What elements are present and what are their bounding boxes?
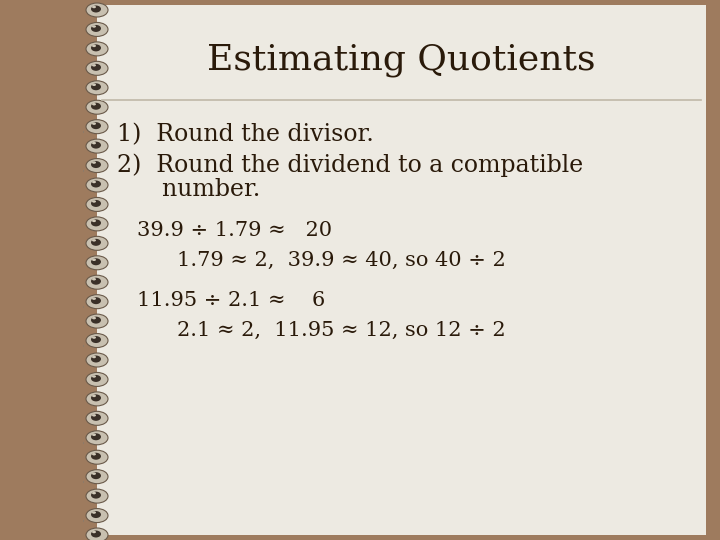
Ellipse shape [91,200,101,207]
Ellipse shape [86,373,108,387]
Text: 2.1 ≈ 2,  11.95 ≈ 12, so 12 ÷ 2: 2.1 ≈ 2, 11.95 ≈ 12, so 12 ÷ 2 [177,321,506,340]
Ellipse shape [91,453,101,460]
Ellipse shape [86,450,108,464]
Text: 2)  Round the dividend to a compatible: 2) Round the dividend to a compatible [117,153,583,177]
Bar [97,5,706,535]
Ellipse shape [86,23,108,36]
Ellipse shape [92,123,96,125]
Ellipse shape [92,200,96,202]
Ellipse shape [92,492,96,494]
Ellipse shape [91,297,101,304]
Ellipse shape [91,103,101,110]
Ellipse shape [86,353,108,367]
Ellipse shape [86,334,108,348]
Ellipse shape [86,62,108,76]
Ellipse shape [86,178,108,192]
Ellipse shape [92,317,96,319]
Ellipse shape [86,392,108,406]
Ellipse shape [91,83,101,90]
Ellipse shape [92,181,96,183]
Ellipse shape [86,489,108,503]
Ellipse shape [91,491,101,498]
Text: Estimating Quotients: Estimating Quotients [207,43,595,77]
Ellipse shape [91,278,101,285]
Ellipse shape [92,259,96,261]
Ellipse shape [92,278,96,280]
Ellipse shape [92,84,96,86]
Ellipse shape [92,64,96,66]
Ellipse shape [86,159,108,173]
Ellipse shape [92,472,96,475]
Ellipse shape [91,414,101,421]
Ellipse shape [92,395,96,397]
Ellipse shape [92,414,96,416]
Ellipse shape [86,314,108,328]
Text: 11.95 ÷ 2.1 ≈    6: 11.95 ÷ 2.1 ≈ 6 [138,291,325,309]
Ellipse shape [92,25,96,28]
Ellipse shape [91,44,101,51]
Ellipse shape [91,511,101,518]
Ellipse shape [92,45,96,47]
Text: 1)  Round the divisor.: 1) Round the divisor. [117,124,374,146]
Ellipse shape [91,375,101,382]
Text: 1.79 ≈ 2,  39.9 ≈ 40, so 40 ÷ 2: 1.79 ≈ 2, 39.9 ≈ 40, so 40 ÷ 2 [177,251,506,269]
Ellipse shape [92,511,96,514]
Ellipse shape [91,316,101,323]
Ellipse shape [92,239,96,241]
Ellipse shape [91,239,101,246]
Ellipse shape [92,375,96,377]
Ellipse shape [91,25,101,32]
Ellipse shape [86,100,108,114]
Ellipse shape [86,217,108,231]
Ellipse shape [92,336,96,339]
Text: number.: number. [117,179,261,201]
Ellipse shape [86,411,108,426]
Ellipse shape [91,355,101,362]
Ellipse shape [92,356,96,358]
Ellipse shape [91,433,101,440]
Ellipse shape [91,530,101,537]
Ellipse shape [91,394,101,401]
Ellipse shape [92,142,96,144]
Ellipse shape [91,5,101,12]
Ellipse shape [92,220,96,222]
Ellipse shape [91,336,101,343]
Ellipse shape [91,472,101,479]
Ellipse shape [91,122,101,129]
Ellipse shape [86,237,108,251]
Ellipse shape [86,295,108,309]
Ellipse shape [86,120,108,134]
Ellipse shape [91,180,101,187]
Ellipse shape [86,256,108,270]
Ellipse shape [86,198,108,212]
Ellipse shape [86,528,108,540]
Ellipse shape [91,258,101,265]
Ellipse shape [86,470,108,484]
Ellipse shape [91,141,101,149]
Text: 39.9 ÷ 1.79 ≈   20: 39.9 ÷ 1.79 ≈ 20 [138,220,333,240]
Ellipse shape [92,161,96,164]
Ellipse shape [92,6,96,8]
Ellipse shape [92,434,96,436]
Ellipse shape [92,453,96,455]
Ellipse shape [86,431,108,445]
Ellipse shape [86,3,108,17]
Ellipse shape [86,42,108,56]
Ellipse shape [91,64,101,71]
Ellipse shape [91,219,101,226]
Ellipse shape [86,275,108,289]
Ellipse shape [86,81,108,95]
Ellipse shape [92,298,96,300]
Ellipse shape [86,139,108,153]
Ellipse shape [91,161,101,168]
Ellipse shape [92,103,96,105]
Ellipse shape [86,509,108,523]
Ellipse shape [92,531,96,534]
